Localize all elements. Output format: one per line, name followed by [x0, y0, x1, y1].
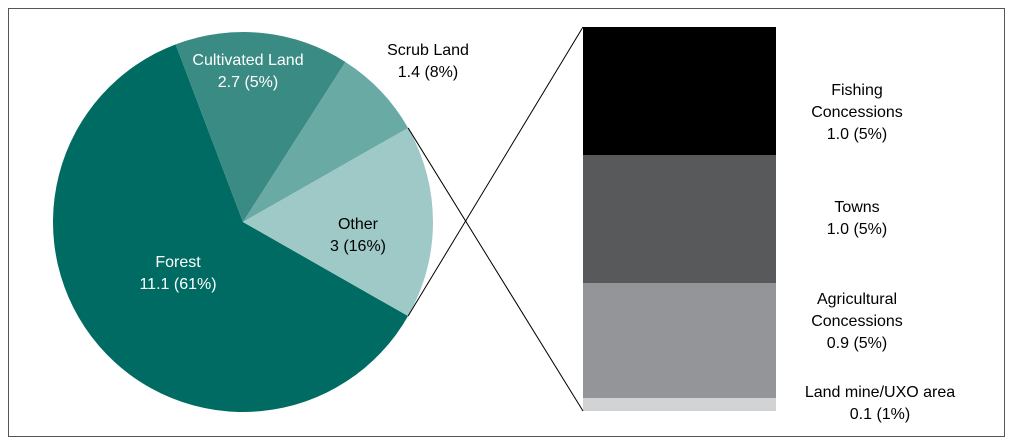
value-label: 3 (16%): [329, 238, 387, 255]
connector: [407, 26, 584, 317]
category-label: Towns: [834, 199, 880, 216]
category-label: Scrub Land: [387, 42, 469, 59]
data-label: Land mine/UXO area 0.1 (1%): [765, 382, 995, 426]
value-label: 11.1 (61%): [139, 276, 217, 293]
bar-segment: [583, 27, 776, 155]
value-label: 1.0 (5%): [826, 221, 888, 238]
frame: [8, 8, 1005, 437]
category-label: Fishing Concessions: [811, 82, 903, 121]
category-label: Agricultural Concessions: [811, 291, 903, 330]
data-label: Other 3 (16%): [330, 214, 386, 258]
category-label: Other: [337, 216, 378, 233]
value-label: 1.0 (5%): [826, 126, 888, 143]
data-label: Forest 11.1 (61%): [139, 252, 216, 296]
data-label: Cultivated Land 2.7 (5%): [192, 50, 303, 94]
pie-slice: [243, 127, 434, 317]
pie-slice: [243, 62, 409, 223]
connector: [407, 127, 584, 412]
pie-slice: [175, 31, 346, 222]
value-label: 1.4 (8%): [397, 64, 459, 81]
value-label: 2.7 (5%): [217, 74, 279, 91]
bar-segment: [583, 398, 776, 411]
value-label: 0.1 (1%): [849, 406, 911, 423]
pie-slice: [53, 44, 409, 412]
category-label: Land mine/UXO area: [804, 384, 956, 401]
data-label: Scrub Land 1.4 (8%): [387, 40, 469, 84]
bar-segment: [583, 283, 776, 399]
category-label: Cultivated Land: [192, 52, 304, 69]
category-label: Forest: [155, 254, 201, 271]
data-label: Fishing Concessions 1.0 (5%): [792, 80, 922, 146]
data-label: Towns 1.0 (5%): [792, 197, 922, 241]
value-label: 0.9 (5%): [826, 335, 888, 352]
data-label: Agricultural Concessions 0.9 (5%): [792, 289, 922, 355]
bar-segment: [583, 155, 776, 283]
